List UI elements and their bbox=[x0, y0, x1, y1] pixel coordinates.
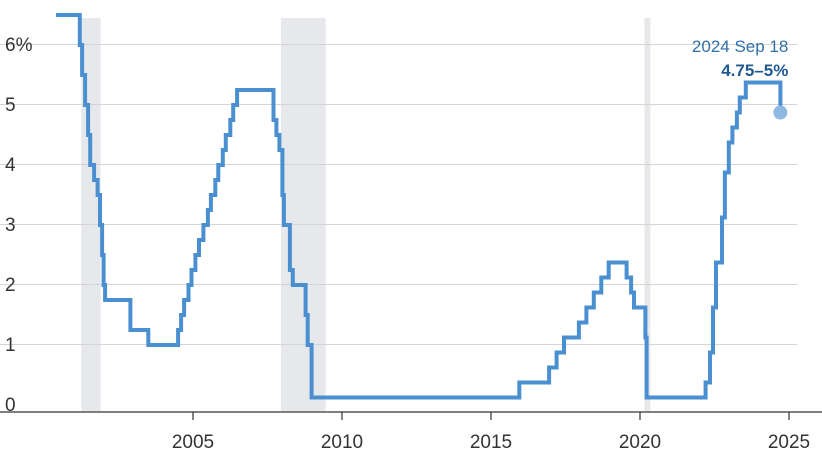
gridlines bbox=[0, 44, 797, 345]
y-tick-label-5: 5 bbox=[5, 95, 16, 116]
x-tick-label-2020: 2020 bbox=[619, 432, 661, 453]
recession-band-1 bbox=[81, 18, 101, 411]
series-layer bbox=[56, 13, 788, 400]
x-axis bbox=[0, 411, 822, 420]
x-tick-label-2025: 2025 bbox=[768, 432, 810, 453]
y-tick-label-4: 4 bbox=[5, 155, 16, 176]
x-tick-label-2010: 2010 bbox=[321, 432, 363, 453]
x-axis-tick-labels: 2005 2010 2015 2020 2025 bbox=[172, 432, 810, 453]
x-tick-label-2005: 2005 bbox=[172, 432, 214, 453]
y-tick-label-0: 0 bbox=[5, 395, 16, 416]
recession-band-3 bbox=[644, 18, 651, 411]
recession-band-2 bbox=[280, 18, 326, 411]
series-line-fed-funds-rate bbox=[56, 13, 783, 400]
x-tick-label-2015: 2015 bbox=[470, 432, 512, 453]
y-tick-label-3: 3 bbox=[5, 215, 16, 236]
y-axis-tick-labels: 0 1 2 3 4 5 6% bbox=[5, 35, 33, 416]
annotation: 2024 Sep 18 4.75–5% bbox=[692, 37, 788, 80]
annotation-date-label: 2024 Sep 18 bbox=[692, 37, 788, 56]
recession-bands bbox=[81, 18, 651, 411]
y-tick-label-1: 1 bbox=[5, 335, 16, 356]
series-end-point bbox=[773, 105, 788, 120]
annotation-value-label: 4.75–5% bbox=[721, 61, 788, 80]
y-tick-label-2: 2 bbox=[5, 275, 16, 296]
y-tick-label-6: 6% bbox=[5, 35, 33, 56]
